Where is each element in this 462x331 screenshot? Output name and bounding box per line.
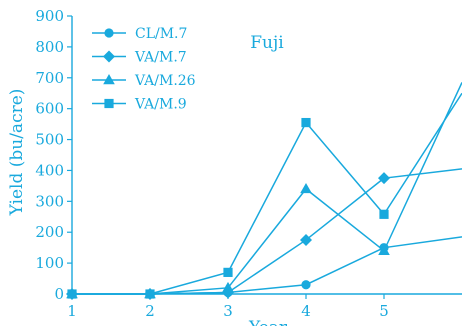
data-point xyxy=(301,117,311,128)
axes xyxy=(71,16,462,295)
data-point xyxy=(300,233,312,246)
series-va-m-26 xyxy=(66,82,462,299)
y-tick-label: 600 xyxy=(35,100,64,118)
series-va-m-7 xyxy=(66,168,462,300)
series-line xyxy=(72,92,462,295)
x-axis-label: Year xyxy=(248,318,288,326)
legend-marker xyxy=(104,98,114,109)
data-point xyxy=(145,289,155,299)
x-tick-label: 3 xyxy=(223,302,233,320)
legend-marker xyxy=(103,74,115,85)
y-tick-label: 900 xyxy=(35,7,64,25)
y-tick-label: 100 xyxy=(35,254,64,272)
data-point xyxy=(378,244,390,255)
series-line xyxy=(72,168,462,295)
y-tick-label: 700 xyxy=(35,69,64,87)
data-point xyxy=(378,172,390,185)
y-tick-label: 0 xyxy=(54,285,64,303)
legend-label: VA/M.7 xyxy=(134,50,187,66)
series-va-m-9 xyxy=(67,92,462,299)
data-point xyxy=(300,182,312,194)
x-tick-label: 2 xyxy=(145,302,155,320)
legend-marker xyxy=(103,50,115,63)
data-point xyxy=(301,280,311,290)
legend-marker xyxy=(104,28,114,38)
y-tick-label: 300 xyxy=(35,192,64,210)
series-line xyxy=(72,82,462,295)
x-tick-label: 5 xyxy=(379,302,389,320)
y-tick-label: 800 xyxy=(35,38,64,56)
legend-label: CL/M.7 xyxy=(135,26,187,42)
data-point xyxy=(223,267,233,277)
y-tick-label: 200 xyxy=(35,223,64,241)
x-tick-label: 1 xyxy=(67,302,77,320)
y-tick-label: 500 xyxy=(35,131,64,149)
y-axis-label: Yield (bu/acre) xyxy=(7,89,27,217)
tick-labels: 0 100 200 300 400 500 600 700 800 900 1 2 3 4 5 xyxy=(35,7,388,320)
legend-label: VA/M.26 xyxy=(134,73,196,89)
legend: CL/M.7 VA/M.7 VA/M.26 VA/M.9 xyxy=(92,26,196,113)
y-tick-label: 400 xyxy=(35,161,64,179)
legend-label: VA/M.9 xyxy=(134,97,187,113)
data-point xyxy=(379,209,389,219)
chart-title: Fuji xyxy=(250,33,284,53)
series-lines xyxy=(66,82,462,300)
data-point xyxy=(67,289,77,299)
data-point xyxy=(222,281,234,293)
x-tick-label: 4 xyxy=(301,302,311,320)
